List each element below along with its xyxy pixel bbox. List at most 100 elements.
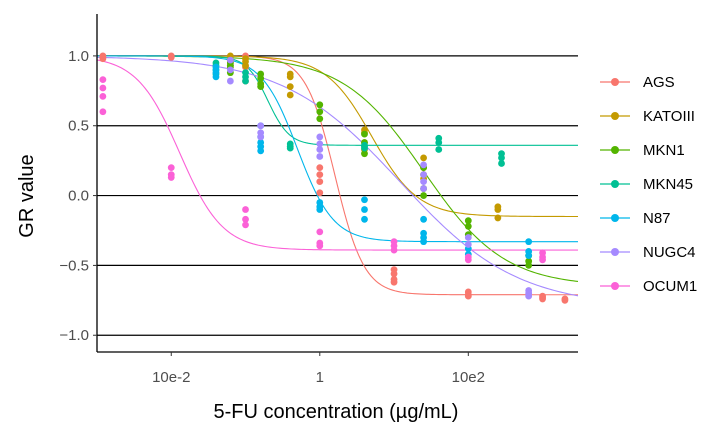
- legend-key-point: [611, 248, 619, 256]
- data-point: [242, 77, 249, 85]
- y-tick-label: −1.0: [59, 327, 89, 344]
- legend: AGS KATOIII MKN1 MKN45 N87 NUGC4 OCUM1: [600, 74, 697, 295]
- data-point: [498, 154, 505, 162]
- data-point: [242, 62, 249, 70]
- data-point: [539, 256, 546, 264]
- data-point: [464, 292, 472, 300]
- data-point: [525, 292, 533, 300]
- data-point: [257, 122, 265, 130]
- fit-curve: [96, 56, 579, 297]
- data-point: [316, 101, 324, 109]
- fit-curve: [96, 59, 578, 251]
- legend-key-point: [611, 146, 619, 154]
- data-point: [464, 222, 472, 230]
- legend-key-point: [611, 282, 619, 290]
- fit-curve: [97, 55, 578, 243]
- legend-key-point: [611, 214, 619, 222]
- data-point: [420, 171, 427, 179]
- data-point: [316, 228, 324, 236]
- data-point: [525, 252, 533, 260]
- data-point: [464, 217, 472, 225]
- data-point: [316, 206, 324, 213]
- y-tick-label: −0.5: [59, 257, 89, 274]
- data-point: [316, 242, 324, 250]
- data-point: [316, 178, 324, 186]
- data-point: [99, 93, 107, 100]
- legend-label: MKN1: [643, 142, 685, 159]
- data-point: [99, 76, 107, 84]
- reference-lines: [97, 55, 578, 336]
- data-point: [316, 115, 324, 123]
- data-point: [390, 270, 398, 278]
- data-point: [226, 77, 234, 85]
- data-points: [99, 52, 569, 304]
- data-point: [361, 130, 368, 138]
- data-point: [99, 84, 107, 92]
- y-axis-title: GR value: [16, 154, 38, 237]
- legend-label: NUGC4: [643, 244, 696, 261]
- x-axis-title: 5-FU concentration (µg/mL): [214, 401, 459, 423]
- data-point: [316, 146, 324, 153]
- data-point: [316, 108, 324, 116]
- data-point: [464, 241, 472, 248]
- data-point: [435, 146, 443, 153]
- data-point: [435, 139, 443, 146]
- data-point: [494, 206, 502, 213]
- data-point: [286, 73, 294, 81]
- legend-label: MKN45: [643, 176, 693, 193]
- data-point: [464, 256, 472, 264]
- data-point: [361, 196, 368, 204]
- legend-label: N87: [643, 210, 671, 227]
- data-point: [99, 55, 107, 63]
- data-point: [361, 206, 368, 213]
- data-point: [242, 221, 249, 229]
- data-point: [390, 278, 398, 286]
- data-point: [257, 147, 265, 155]
- data-point: [316, 140, 324, 148]
- data-point: [316, 133, 324, 141]
- data-point: [316, 153, 324, 160]
- tick-labels: 1.0 0.5 0.0 −0.5 −1.0 10e-2 1 10e2: [59, 48, 485, 386]
- data-point: [257, 133, 265, 141]
- data-point: [561, 296, 569, 304]
- data-point: [257, 83, 265, 91]
- legend-key-point: [611, 112, 619, 120]
- data-point: [242, 215, 249, 223]
- x-tick-label: 10e2: [452, 369, 485, 386]
- data-point: [420, 161, 427, 169]
- data-point: [361, 215, 368, 223]
- data-point: [167, 164, 175, 172]
- y-tick-label: 0.5: [68, 118, 89, 135]
- data-point: [420, 192, 427, 199]
- data-point: [361, 144, 368, 152]
- data-point: [212, 73, 220, 81]
- data-point: [99, 108, 107, 116]
- data-point: [286, 144, 294, 152]
- legend-key-point: [611, 78, 619, 86]
- data-point: [316, 164, 324, 172]
- data-point: [257, 74, 265, 82]
- data-point: [420, 185, 427, 192]
- data-point: [316, 171, 324, 179]
- data-point: [286, 91, 294, 99]
- data-point: [316, 189, 324, 197]
- legend-label: AGS: [643, 74, 675, 91]
- legend-label: OCUM1: [643, 278, 697, 295]
- data-point: [494, 214, 502, 222]
- legend-key-point: [611, 180, 619, 188]
- data-point: [525, 262, 533, 269]
- data-point: [539, 295, 546, 303]
- data-point: [167, 174, 175, 181]
- y-tick-label: 0.0: [68, 188, 89, 205]
- x-tick-label: 1: [316, 369, 324, 386]
- data-point: [167, 53, 175, 61]
- data-point: [420, 215, 427, 223]
- fit-curves: [96, 55, 579, 297]
- data-point: [498, 160, 505, 167]
- data-point: [525, 238, 533, 246]
- data-point: [242, 206, 249, 213]
- data-point: [420, 178, 427, 186]
- data-point: [464, 234, 472, 241]
